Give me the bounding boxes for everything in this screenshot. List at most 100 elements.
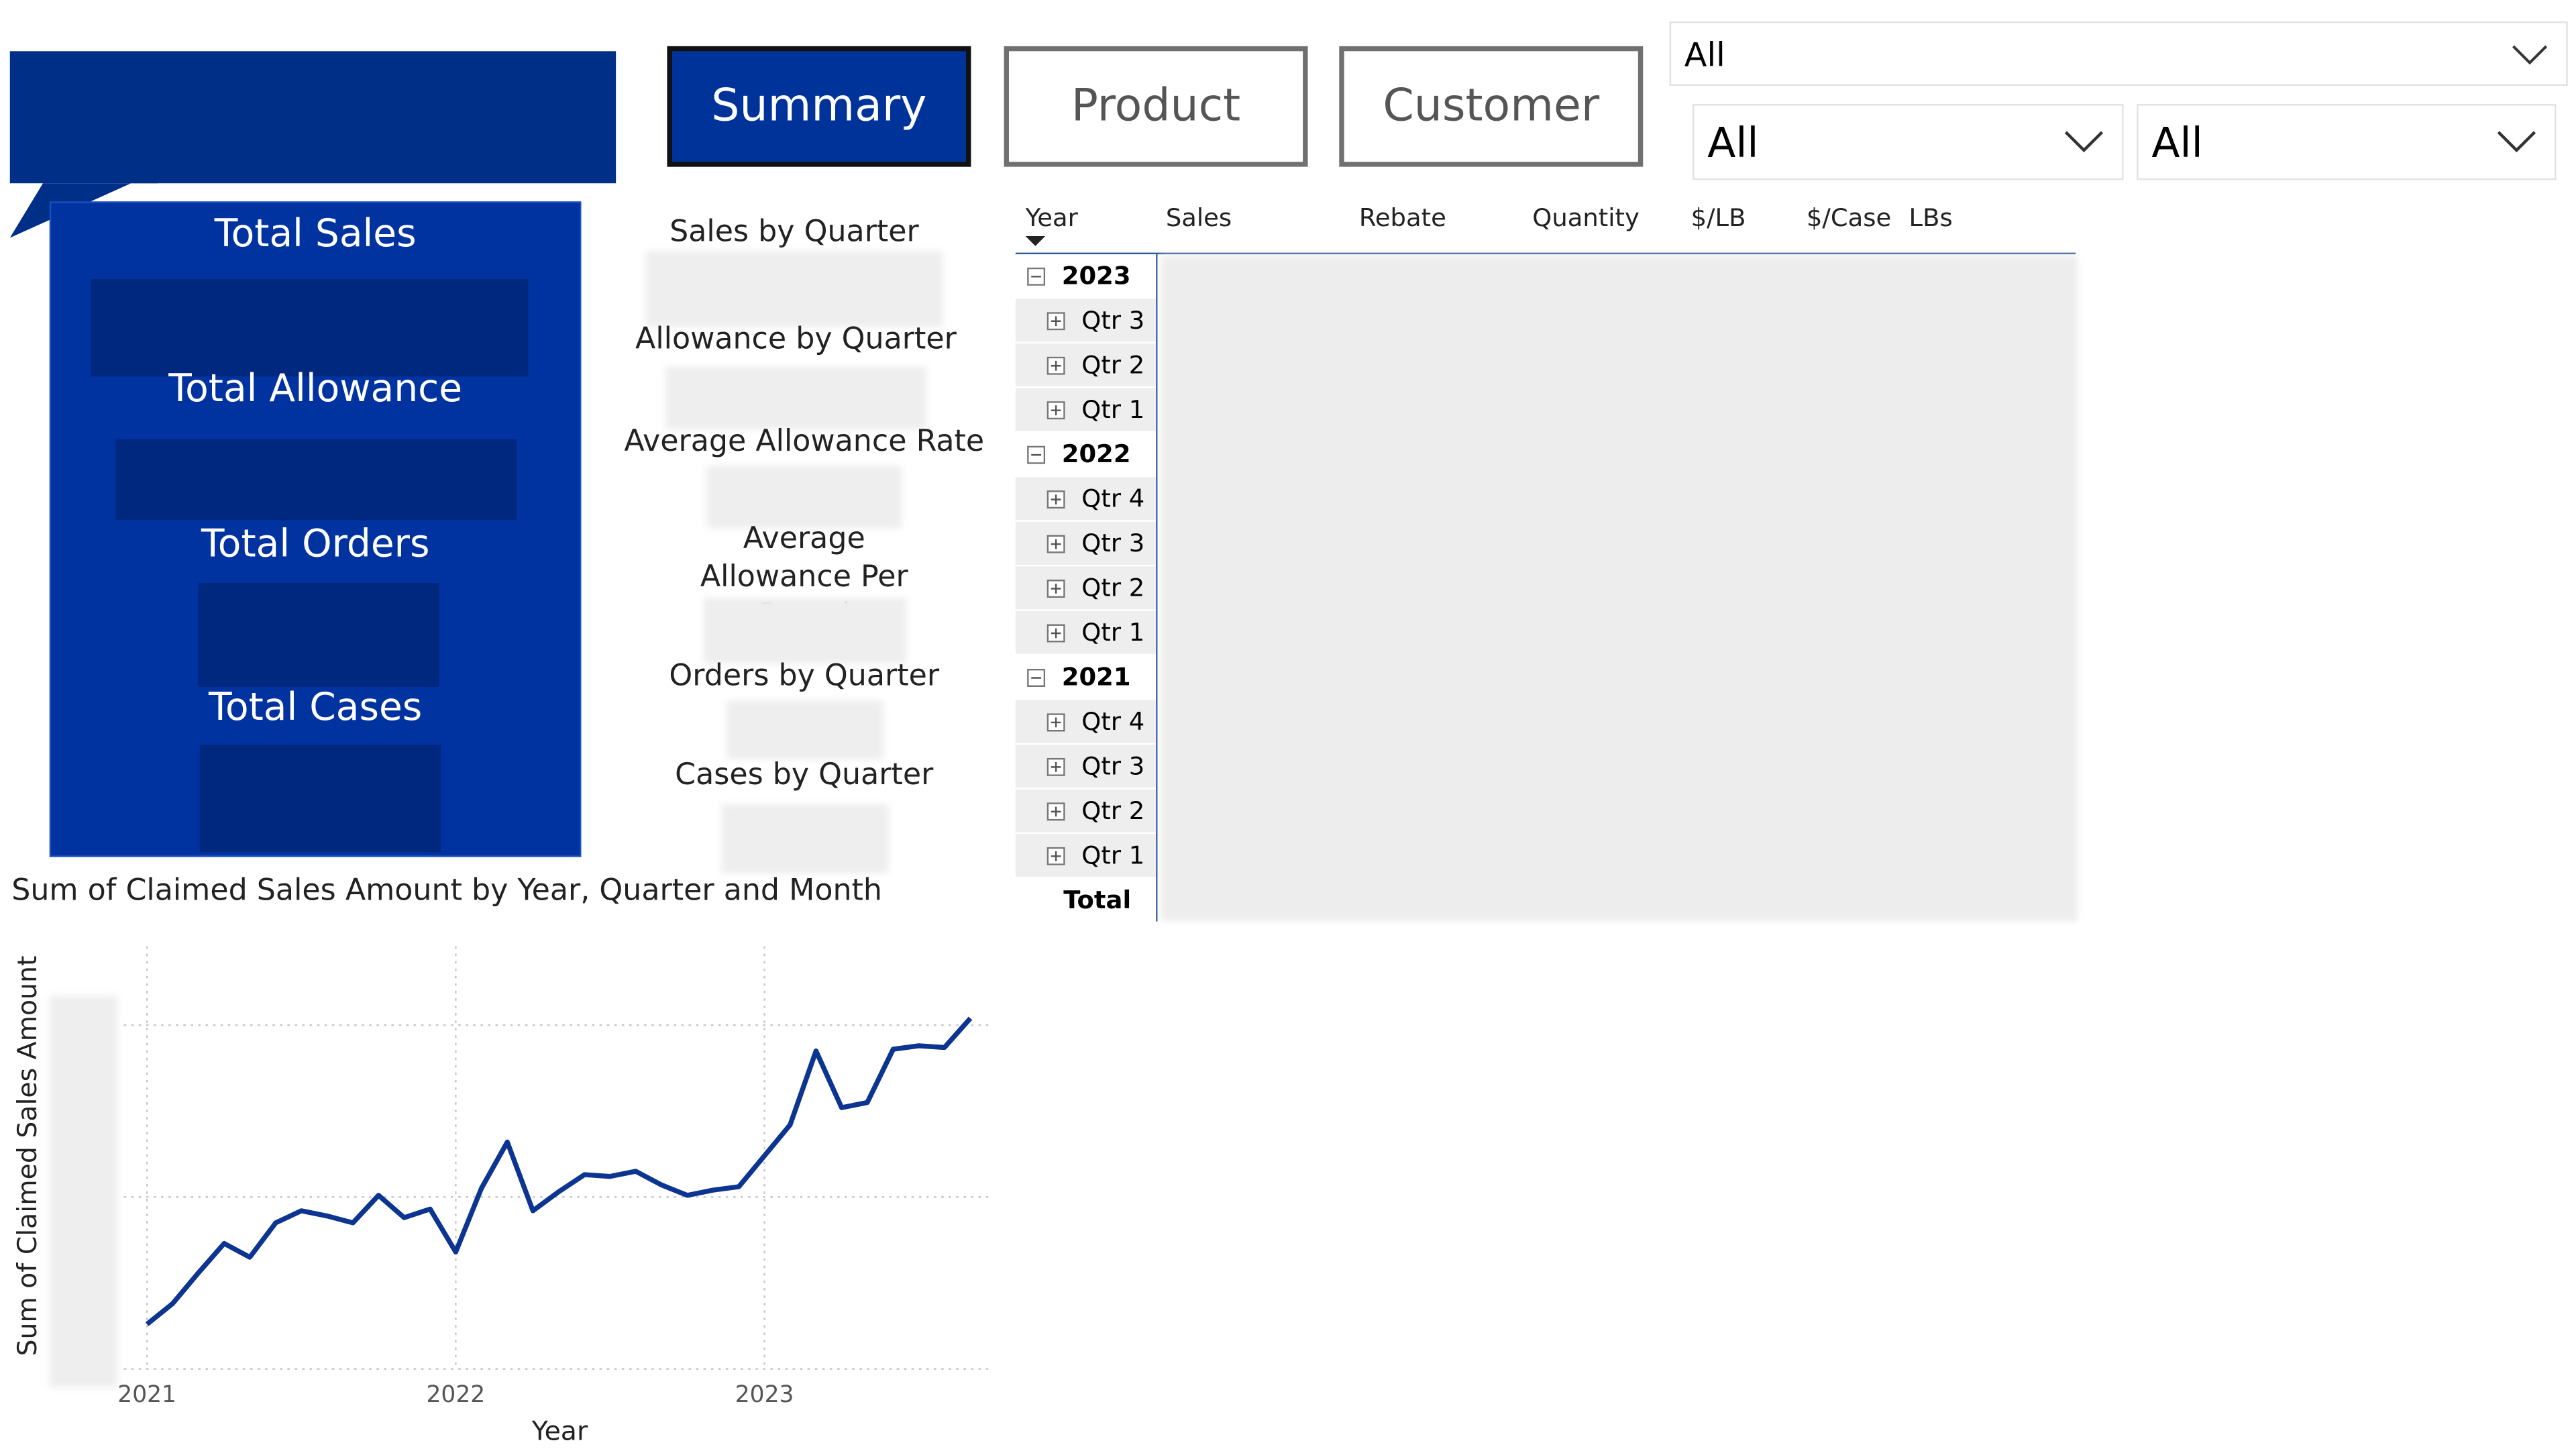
- row-label: Qtr 1: [1081, 394, 1145, 425]
- kpi-label: Total Allowance: [168, 368, 463, 411]
- expand-icon[interactable]: [1046, 311, 1065, 330]
- line: [145, 1016, 973, 1326]
- card-value: [727, 700, 883, 760]
- row-header: 2022: [1015, 432, 1157, 476]
- kpi-label: Total Sales: [214, 213, 417, 256]
- row-label: Qtr 3: [1081, 528, 1145, 558]
- row-label: 2023: [1061, 260, 1131, 291]
- expand-icon[interactable]: [1046, 846, 1065, 865]
- column-header[interactable]: Quantity: [1532, 203, 1640, 233]
- card-label: Allowance by Quarter: [635, 321, 957, 357]
- column-header[interactable]: Sales: [1165, 203, 1232, 233]
- slicer[interactable]: All: [1669, 21, 2568, 86]
- row-header: Qtr 3: [1015, 299, 1157, 342]
- card-label: Average Allowance Rate: [624, 424, 985, 460]
- row-header: Total: [1015, 878, 1157, 922]
- expand-icon[interactable]: [1046, 534, 1065, 553]
- row-label: Qtr 3: [1081, 751, 1145, 782]
- kpi-label: Total Cases: [208, 686, 423, 730]
- row-label: Total: [1063, 885, 1132, 915]
- row-header-rule: [1156, 254, 1158, 922]
- slicer-value: All: [1707, 117, 1759, 166]
- chevron: [2064, 131, 2104, 153]
- expand-icon[interactable]: [1046, 757, 1065, 775]
- expand-icon[interactable]: [1046, 712, 1065, 731]
- column-header[interactable]: LBs: [1909, 203, 1953, 233]
- kpi-value: [199, 745, 441, 853]
- row-label: Qtr 1: [1081, 840, 1145, 871]
- banner-tail: [9, 178, 159, 238]
- row-label: Qtr 3: [1081, 305, 1145, 335]
- row-header: Qtr 4: [1015, 477, 1157, 521]
- row-header: 2021: [1015, 655, 1157, 699]
- card-label: Sales by Quarter: [669, 214, 919, 250]
- row-header: 2023: [1015, 254, 1157, 298]
- row-label: Qtr 2: [1081, 573, 1145, 603]
- expand-icon[interactable]: [1046, 489, 1065, 508]
- header-rule: [1015, 252, 2076, 255]
- chevron: [2512, 44, 2548, 64]
- column-header[interactable]: $/LB: [1690, 203, 1746, 233]
- x-tick-label: 2022: [427, 1381, 486, 1408]
- card-label: Orders by Quarter: [669, 659, 940, 694]
- expand-icon[interactable]: [1046, 356, 1065, 374]
- card-value: [645, 251, 943, 327]
- expand-icon[interactable]: [1046, 578, 1065, 597]
- slicer[interactable]: All: [2137, 104, 2557, 180]
- row-label: Qtr 4: [1081, 706, 1145, 737]
- kpi-value: [91, 278, 529, 377]
- chevron: [2497, 131, 2536, 153]
- row-header: Qtr 2: [1015, 789, 1157, 833]
- nav-button[interactable]: Customer: [1339, 46, 1644, 167]
- row-label: Qtr 2: [1081, 350, 1145, 380]
- slicer-value: All: [1684, 34, 1725, 74]
- column-header[interactable]: Year: [1025, 203, 1078, 233]
- row-label: 2021: [1061, 662, 1131, 692]
- row-header: Qtr 2: [1015, 343, 1157, 386]
- y-axis-values: [49, 996, 117, 1387]
- row-header: Qtr 1: [1015, 834, 1157, 877]
- row-header: Qtr 1: [1015, 388, 1157, 431]
- chart-title: Sum of Claimed Sales Amount by Year, Qua…: [11, 873, 883, 908]
- row-label: Qtr 1: [1081, 617, 1145, 647]
- row-header: Qtr 2: [1015, 566, 1157, 610]
- expand-icon[interactable]: [1046, 623, 1065, 642]
- expand-icon[interactable]: [1046, 400, 1065, 419]
- sort-arrow: [1025, 235, 1046, 246]
- card-value: [721, 804, 889, 874]
- card-value: [706, 466, 902, 529]
- collapse-icon[interactable]: [1027, 266, 1046, 285]
- y-axis-title: Sum of Claimed Sales Amount: [12, 956, 43, 1356]
- collapse-icon[interactable]: [1027, 445, 1046, 464]
- kpi-value: [115, 439, 517, 521]
- row-header: Qtr 3: [1015, 745, 1157, 788]
- column-header[interactable]: $/Case: [1806, 203, 1892, 233]
- matrix-values: [1161, 256, 2078, 922]
- card-label: Cases by Quarter: [675, 757, 934, 793]
- kpi-value: [198, 582, 439, 687]
- row-label: Qtr 4: [1081, 484, 1145, 514]
- card-value: [665, 366, 926, 429]
- x-axis-title: Year: [531, 1415, 588, 1446]
- row-header: Qtr 3: [1015, 521, 1157, 565]
- expand-icon[interactable]: [1046, 802, 1065, 820]
- slicer-value: All: [2151, 117, 2203, 166]
- x-tick-label: 2023: [735, 1381, 794, 1408]
- kpi-label: Total Orders: [201, 523, 430, 567]
- slicer[interactable]: All: [1693, 104, 2124, 180]
- card-value: [703, 598, 907, 664]
- header-banner: [9, 51, 616, 184]
- column-header[interactable]: Rebate: [1358, 203, 1446, 233]
- row-header: Qtr 1: [1015, 610, 1157, 654]
- row-header: Qtr 4: [1015, 700, 1157, 743]
- x-tick-label: 2021: [117, 1381, 176, 1408]
- nav-button[interactable]: Product: [1004, 46, 1308, 167]
- collapse-icon[interactable]: [1027, 667, 1046, 686]
- row-label: Qtr 2: [1081, 796, 1145, 826]
- nav-button[interactable]: Summary: [667, 46, 971, 167]
- row-label: 2022: [1061, 439, 1131, 470]
